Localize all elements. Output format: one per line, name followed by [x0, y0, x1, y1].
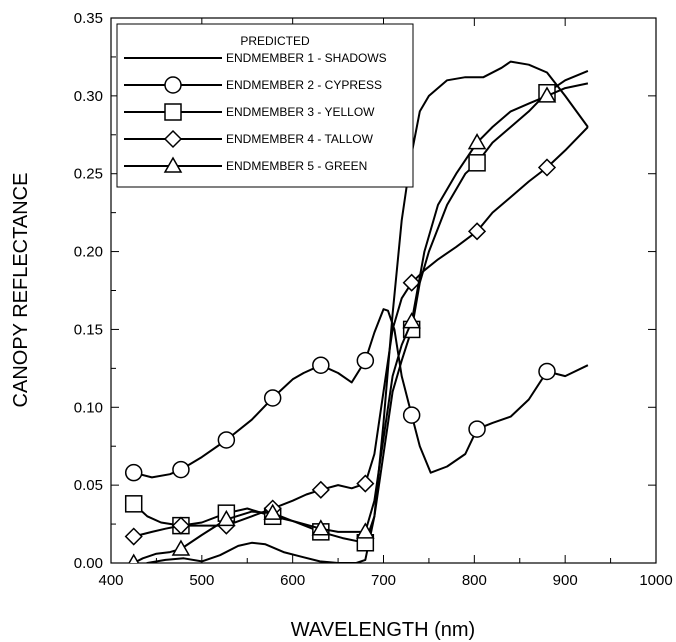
legend-label: ENDMEMBER 1 - SHADOWS: [226, 51, 387, 65]
series-4: [124, 126, 589, 546]
legend-item-3: ENDMEMBER 3 - YELLOW: [124, 103, 375, 121]
y-tick-label: 0.05: [74, 477, 103, 494]
x-tick-label: 800: [462, 572, 487, 589]
data-point-triangle: [402, 312, 421, 329]
x-tick-label: 600: [280, 572, 305, 589]
data-point-triangle: [537, 86, 557, 103]
series-line-2: [133, 308, 589, 479]
legend-label: ENDMEMBER 3 - YELLOW: [226, 105, 375, 119]
y-tick-label: 0.20: [74, 244, 103, 261]
legend-label: ENDMEMBER 4 - TALLOW: [226, 132, 374, 146]
data-point-diamond: [124, 527, 143, 546]
legend-label: ENDMEMBER 5 - GREEN: [226, 159, 367, 173]
data-point-triangle: [263, 503, 282, 520]
data-point-triangle: [217, 509, 236, 527]
x-tick-label: 400: [98, 572, 123, 589]
data-point-circle: [263, 389, 282, 407]
series-line-5: [133, 82, 589, 563]
legend-marker-circle: [164, 76, 182, 94]
legend-item-4: ENDMEMBER 4 - TALLOW: [124, 129, 374, 149]
y-tick-label: 0.10: [74, 399, 103, 416]
series-layer: [124, 60, 589, 563]
y-axis-title: CANOPY REFLECTANCE: [10, 173, 32, 408]
data-point-diamond: [467, 222, 487, 241]
data-point-circle: [312, 356, 330, 374]
data-point-circle: [538, 362, 556, 381]
legend-item-5: ENDMEMBER 5 - GREEN: [124, 156, 367, 173]
data-point-circle: [217, 431, 236, 449]
y-axis: 0.00 0.05 0.10 0.15 0.20 0.25 0.30 0.35: [74, 10, 656, 572]
x-tick-label: 900: [553, 572, 578, 589]
legend-item-2: ENDMEMBER 2 - CYPRESS: [124, 76, 382, 94]
y-tick-label: 0.25: [74, 166, 103, 183]
data-point-circle: [356, 351, 375, 370]
x-tick-label: 1000: [639, 572, 672, 589]
legend-item-1: ENDMEMBER 1 - SHADOWS: [124, 51, 387, 65]
legend-marker-square: [164, 103, 182, 121]
data-point-circle: [172, 460, 190, 479]
x-axis-title: WAVELENGTH (nm): [291, 619, 475, 641]
legend-title: PREDICTED: [240, 34, 310, 48]
x-tick-label: 500: [189, 572, 214, 589]
x-tick-label: 700: [371, 572, 396, 589]
data-point-triangle: [356, 522, 375, 539]
x-axis: 400 500 600 700 800 900 1000: [98, 18, 673, 589]
data-point-circle: [124, 463, 143, 482]
legend-marker-triangle: [163, 156, 183, 173]
series-line-4: [133, 126, 589, 538]
data-point-diamond: [402, 273, 421, 292]
data-point-triangle: [311, 519, 331, 536]
data-point-diamond: [311, 480, 330, 499]
y-tick-label: 0.35: [74, 10, 103, 27]
legend: PREDICTED ENDMEMBER 1 - SHADOWS ENDMEMBER…: [116, 23, 414, 188]
y-tick-label: 0.15: [74, 321, 103, 338]
data-point-triangle: [467, 133, 487, 150]
series-line-3: [133, 69, 589, 544]
legend-marker-diamond: [163, 129, 183, 149]
data-point-diamond: [171, 516, 191, 535]
data-point-diamond: [356, 474, 375, 493]
data-point-triangle: [128, 553, 140, 563]
data-point-square: [468, 154, 486, 172]
data-point-triangle: [171, 539, 191, 556]
data-point-circle: [402, 406, 421, 424]
series-5: [128, 82, 589, 563]
series-2: [124, 308, 589, 482]
data-point-diamond: [537, 158, 557, 177]
data-point-square: [124, 495, 143, 513]
data-point-circle: [468, 420, 486, 438]
y-tick-label: 0.00: [74, 555, 103, 572]
y-tick-label: 0.30: [74, 88, 103, 105]
legend-label: ENDMEMBER 2 - CYPRESS: [226, 78, 382, 92]
